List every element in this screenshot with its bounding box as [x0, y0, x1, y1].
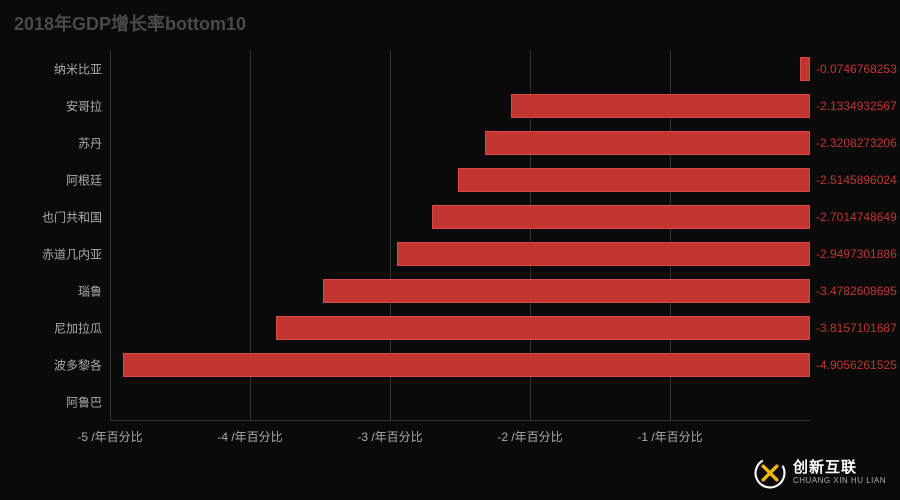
bar — [432, 205, 810, 229]
bar — [485, 131, 810, 155]
bar-value-label: -2.9497301886 — [816, 247, 897, 261]
chart-title: 2018年GDP增长率bottom10 — [14, 10, 246, 36]
bar — [397, 242, 810, 266]
x-tick-label: -3 /年百分比 — [357, 428, 422, 445]
y-tick-label: 尼加拉瓜 — [54, 319, 102, 336]
x-tick-label: -5 /年百分比 — [77, 428, 142, 445]
y-tick-label: 阿鲁巴 — [66, 393, 102, 410]
bar-value-label: -4.9056261525 — [816, 358, 897, 372]
bar-value-label: -2.1334932567 — [816, 99, 897, 113]
y-tick-label: 苏丹 — [78, 134, 102, 151]
logo-cn: 创新互联 — [793, 460, 886, 477]
x-tick-label: -4 /年百分比 — [217, 428, 282, 445]
bar — [276, 316, 810, 340]
bar — [800, 57, 810, 81]
gridline — [110, 50, 111, 420]
x-tick-label: -1 /年百分比 — [637, 428, 702, 445]
y-tick-label: 瑙鲁 — [78, 282, 102, 299]
x-tick-label: -2 /年百分比 — [497, 428, 562, 445]
logo-icon — [753, 456, 787, 490]
bar-value-label: -2.7014748649 — [816, 210, 897, 224]
y-tick-label: 安哥拉 — [66, 97, 102, 114]
bar — [511, 94, 810, 118]
x-axis-line — [110, 420, 810, 421]
bar-value-label: -2.3208273206 — [816, 136, 897, 150]
plot-area: -5 /年百分比-4 /年百分比-3 /年百分比-2 /年百分比-1 /年百分比… — [110, 50, 810, 420]
bar — [323, 279, 810, 303]
bar-value-label: -2.5145896024 — [816, 173, 897, 187]
bar-value-label: -0.0746768253 — [816, 62, 897, 76]
bar-value-label: -3.4782608695 — [816, 284, 897, 298]
chart-area: -5 /年百分比 -4 /年百分比 -3 /年百分比 -2 /年百分比 -1 /年百分比… — [0, 50, 900, 470]
bar — [123, 353, 810, 377]
y-tick-label: 纳米比亚 — [54, 60, 102, 77]
logo-text: 创新互联 CHUANG XIN HU LIAN — [793, 460, 886, 485]
bar-value-label: -3.8157101687 — [816, 321, 897, 335]
y-tick-label: 阿根廷 — [66, 171, 102, 188]
y-tick-label: 赤道几内亚 — [42, 245, 102, 262]
bar — [458, 168, 810, 192]
y-tick-label: 也门共和国 — [42, 208, 102, 225]
logo-en: CHUANG XIN HU LIAN — [793, 477, 886, 486]
logo: 创新互联 CHUANG XIN HU LIAN — [753, 456, 886, 490]
y-tick-label: 波多黎各 — [54, 356, 102, 373]
